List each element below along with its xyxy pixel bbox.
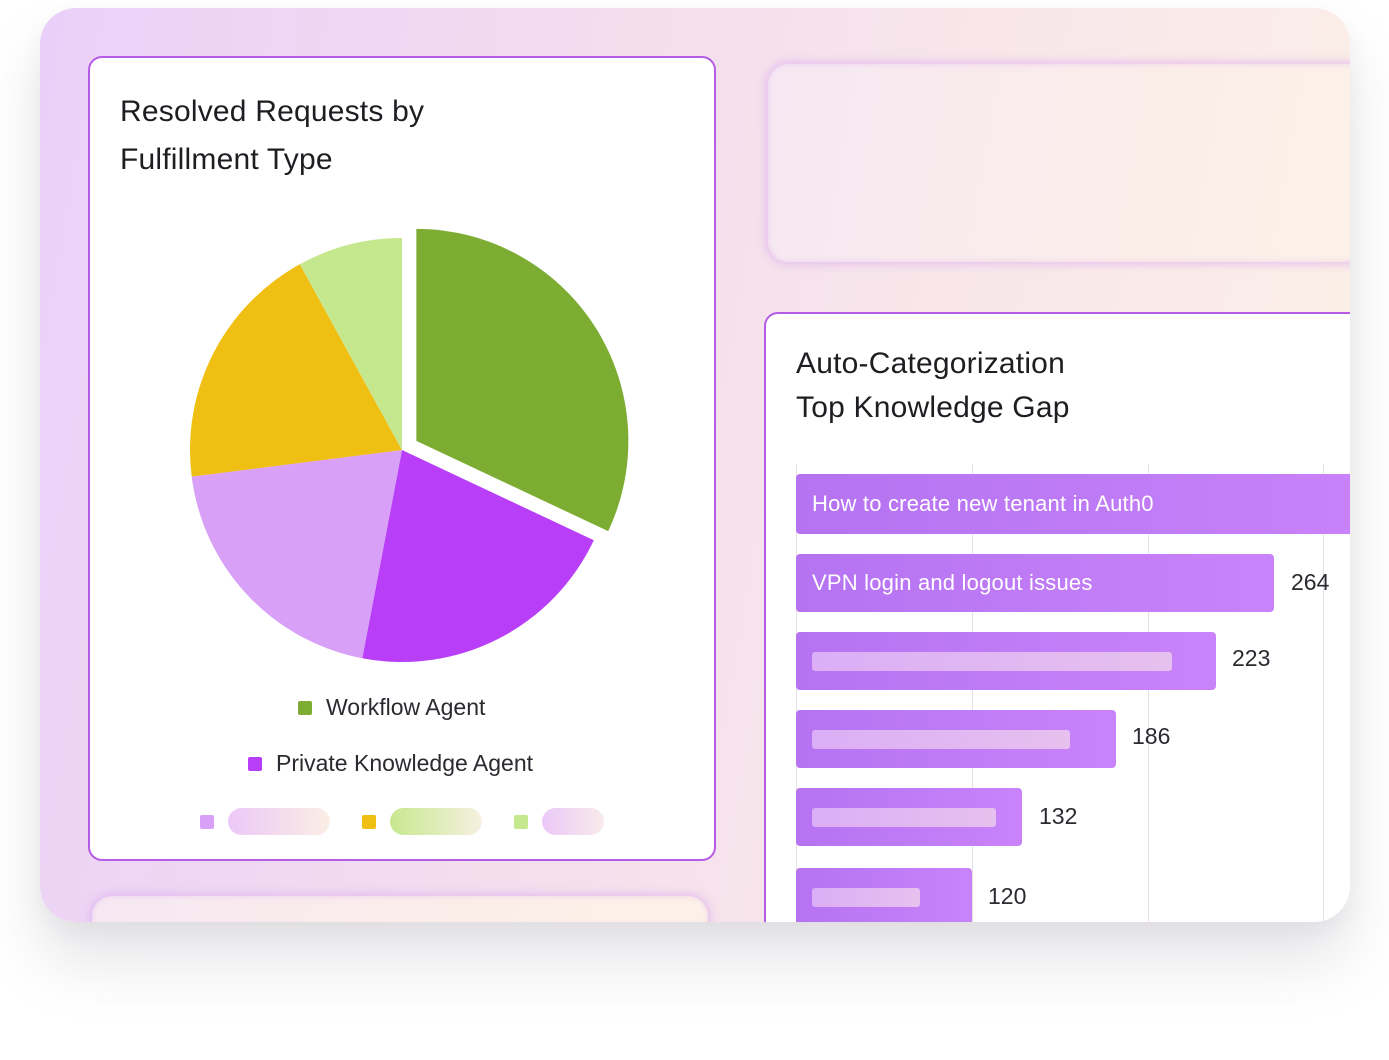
legend-label-placeholder	[228, 808, 330, 835]
pie-slice-unlabeled-2[interactable]	[191, 450, 402, 659]
title-line-2: Top Knowledge Gap	[796, 391, 1070, 424]
bar-vpn-login[interactable]: VPN login and logout issues	[796, 554, 1274, 612]
knowledge-gap-title: Auto-Categorization Top Knowledge Gap	[796, 342, 1316, 430]
bar-label-placeholder	[812, 808, 996, 827]
chart-gridline	[972, 464, 973, 922]
bar-placeholder[interactable]	[796, 710, 1116, 768]
title-line-1: Auto-Categorization	[796, 347, 1065, 380]
chart-gridline	[1148, 464, 1149, 922]
pie-slice-private-knowledge-agent[interactable]	[362, 450, 594, 662]
placeholder-card-bottom	[92, 896, 708, 922]
pie-slice-unlabeled-4[interactable]	[299, 238, 402, 450]
bar-label-placeholder	[812, 652, 1172, 671]
bar-value-label: 186	[1132, 723, 1171, 749]
legend-label-private-knowledge-agent: Private Knowledge Agent	[276, 750, 534, 776]
fulfillment-type-card: Resolved Requests by Fulfillment Type Wo…	[88, 56, 716, 861]
bar-label-placeholder	[812, 888, 920, 907]
dashboard-frame: Resolved Requests by Fulfillment Type Wo…	[40, 8, 1350, 922]
pie-slice-workflow-agent[interactable]	[416, 228, 629, 532]
bar-value-label: 264	[1291, 569, 1330, 595]
legend-item-private-knowledge-agent[interactable]: Private Knowledge Agent	[248, 750, 533, 777]
bar-auth0-tenant[interactable]: How to create new tenant in Auth0	[796, 474, 1350, 534]
bar-placeholder[interactable]	[796, 868, 972, 922]
legend-item-placeholder[interactable]	[514, 808, 604, 835]
legend-label-workflow-agent: Workflow Agent	[326, 694, 486, 720]
legend-label-placeholder	[542, 808, 604, 835]
bar-label: VPN login and logout issues	[812, 570, 1093, 595]
bar-label-placeholder	[812, 730, 1070, 749]
bar-value-label: 132	[1039, 803, 1078, 829]
fulfillment-pie-chart	[190, 228, 629, 662]
bar-value-label: 223	[1232, 645, 1271, 671]
legend-swatch-workflow-agent	[298, 700, 312, 715]
legend-swatch-placeholder	[200, 814, 214, 829]
bar-placeholder[interactable]	[796, 632, 1216, 690]
legend-item-placeholder[interactable]	[200, 808, 330, 835]
legend-item-workflow-agent[interactable]: Workflow Agent	[298, 694, 485, 721]
chart-gridline	[1323, 464, 1324, 922]
knowledge-gap-card: Auto-Categorization Top Knowledge Gap Ho…	[764, 312, 1350, 922]
legend-swatch-placeholder	[362, 814, 376, 829]
bar-label: How to create new tenant in Auth0	[812, 491, 1154, 516]
title-line-2: Fulfillment Type	[120, 143, 333, 176]
legend-swatch-placeholder	[514, 814, 528, 829]
bar-placeholder[interactable]	[796, 788, 1022, 846]
legend-label-placeholder	[390, 808, 482, 835]
legend-swatch-private-knowledge-agent	[248, 756, 262, 771]
pie-slice-unlabeled-3[interactable]	[190, 264, 402, 477]
fulfillment-type-title: Resolved Requests by Fulfillment Type	[120, 88, 640, 184]
chart-gridline	[796, 464, 797, 922]
placeholder-card-top	[768, 64, 1350, 262]
bar-value-label: 120	[988, 883, 1027, 909]
legend-item-placeholder[interactable]	[362, 808, 482, 835]
title-line-1: Resolved Requests by	[120, 95, 425, 128]
